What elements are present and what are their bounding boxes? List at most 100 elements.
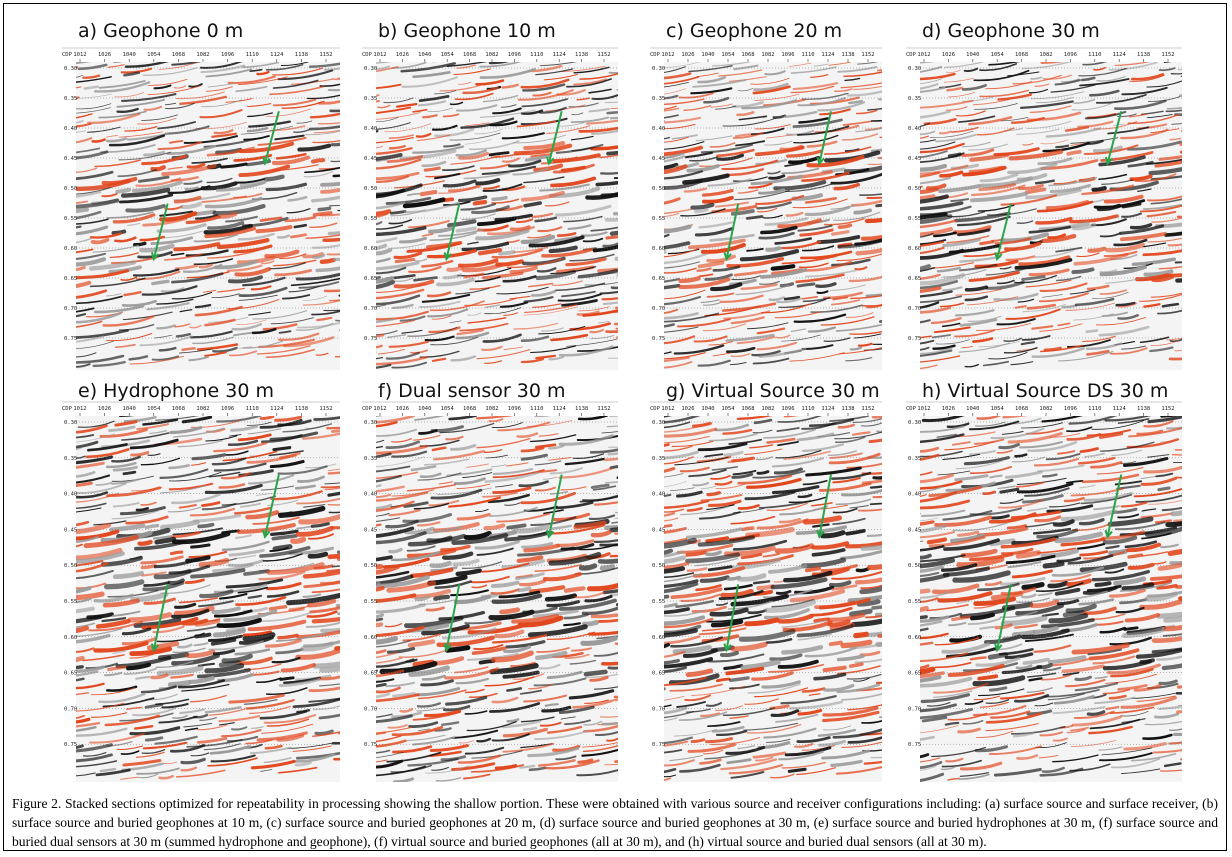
- cdp-label: 1012: [661, 406, 674, 412]
- time-label: 0.55: [64, 599, 77, 605]
- time-label: 0.55: [908, 216, 921, 222]
- cdp-label: 1040: [418, 406, 431, 412]
- seismic-event: [372, 651, 385, 653]
- seismic-event: [500, 252, 513, 254]
- cdp-label: 1054: [991, 52, 1005, 58]
- cdp-label: 1026: [396, 406, 409, 412]
- seismic-event: [339, 556, 363, 560]
- seismic-event: [475, 202, 485, 203]
- seismic-event: [1177, 275, 1214, 280]
- time-label: 0.35: [652, 96, 665, 102]
- seismic-event: [652, 121, 665, 123]
- cdp-header: CDP: [906, 52, 917, 58]
- seismic-event: [908, 266, 929, 269]
- time-label: 0.40: [908, 492, 921, 498]
- seismic-event: [1045, 564, 1062, 566]
- cdp-label: 1040: [701, 406, 714, 412]
- seismic-event: [616, 322, 669, 329]
- seismic-event: [359, 223, 369, 225]
- seismic-event: [612, 231, 630, 233]
- seismic-event: [611, 466, 624, 468]
- seismic-event: [281, 678, 294, 680]
- seismic-event: [1125, 628, 1138, 630]
- seismic-event: [1094, 188, 1105, 190]
- time-label: 0.50: [64, 186, 77, 192]
- cdp-label: 1152: [597, 406, 610, 412]
- cdp-label: 1110: [1088, 52, 1101, 58]
- seismic-event: [338, 72, 380, 78]
- seismic-image: [645, 47, 932, 370]
- seismic-event: [239, 59, 250, 61]
- cdp-label: 1152: [597, 52, 610, 58]
- seismic-event: [135, 243, 145, 244]
- cdp-label: 1138: [841, 52, 854, 58]
- cdp-label: 1096: [221, 406, 234, 412]
- seismic-event: [910, 617, 927, 619]
- seismic-event: [117, 190, 129, 192]
- seismic-event: [785, 413, 808, 417]
- time-label: 0.45: [64, 527, 77, 533]
- seismic-event: [901, 102, 917, 104]
- seismic-event: [1129, 555, 1142, 557]
- cdp-label: 1124: [1113, 52, 1127, 58]
- seismic-event: [63, 426, 75, 428]
- cdp-label: 1138: [1137, 52, 1150, 58]
- cdp-header: CDP: [650, 406, 661, 412]
- time-label: 0.75: [364, 742, 377, 748]
- seismic-event: [616, 42, 667, 51]
- time-label: 0.45: [908, 527, 921, 533]
- cdp-label: 1124: [553, 406, 567, 412]
- seismic-event: [855, 210, 870, 212]
- seismic-event: [1181, 755, 1211, 759]
- time-label: 0.45: [64, 156, 77, 162]
- seismic-event: [1087, 331, 1097, 332]
- seismic-event: [758, 472, 768, 474]
- seismic-event: [586, 672, 605, 674]
- seismic-panel: h) Virtual Source DS 30 mCDP101210261040…: [900, 380, 1228, 782]
- seismic-event: [907, 701, 918, 703]
- seismic-event: [422, 192, 436, 194]
- seismic-panel: b) Geophone 10 mCDP101210261040105410681…: [356, 20, 669, 370]
- seismic-event: [124, 472, 135, 474]
- figure: a) Geophone 0 mCDP1012102610401054106810…: [0, 0, 1232, 790]
- cdp-label: 1082: [485, 52, 498, 58]
- seismic-event: [1178, 211, 1220, 217]
- cdp-label: 1054: [147, 406, 161, 412]
- seismic-event: [1101, 412, 1118, 414]
- time-label: 0.50: [364, 563, 377, 569]
- time-label: 0.55: [364, 599, 377, 605]
- seismic-event: [908, 666, 928, 669]
- seismic-event: [789, 769, 805, 771]
- seismic-event: [843, 642, 870, 645]
- seismic-event: [293, 539, 304, 541]
- seismic-event: [830, 405, 884, 414]
- time-label: 0.55: [908, 599, 921, 605]
- time-label: 0.75: [652, 336, 665, 342]
- seismic-event: [266, 177, 283, 180]
- cdp-label: 1152: [319, 406, 332, 412]
- seismic-event: [274, 448, 290, 450]
- seismic-event: [153, 281, 168, 283]
- cdp-label: 1068: [1015, 52, 1028, 58]
- cdp-label: 1152: [861, 406, 874, 412]
- cdp-label: 1082: [761, 52, 774, 58]
- time-label: 0.45: [652, 527, 665, 533]
- seismic-image: [356, 42, 669, 370]
- cdp-label: 1110: [246, 406, 259, 412]
- seismic-event: [508, 525, 524, 527]
- seismic-event: [602, 567, 612, 568]
- seismic-event: [1096, 583, 1109, 585]
- time-label: 0.70: [652, 306, 665, 312]
- seismic-event: [85, 87, 98, 89]
- time-label: 0.60: [908, 246, 921, 252]
- seismic-image: [57, 49, 388, 370]
- seismic-event: [140, 542, 151, 544]
- seismic-event: [906, 608, 927, 611]
- cdp-label: 1152: [1161, 52, 1174, 58]
- seismic-event: [979, 676, 996, 678]
- time-label: 0.70: [364, 306, 377, 312]
- cdp-label: 1040: [966, 406, 979, 412]
- seismic-event: [618, 270, 655, 276]
- seismic-event: [1089, 249, 1104, 251]
- seismic-panel: f) Dual sensor 30 mCDP101210261040105410…: [357, 380, 670, 782]
